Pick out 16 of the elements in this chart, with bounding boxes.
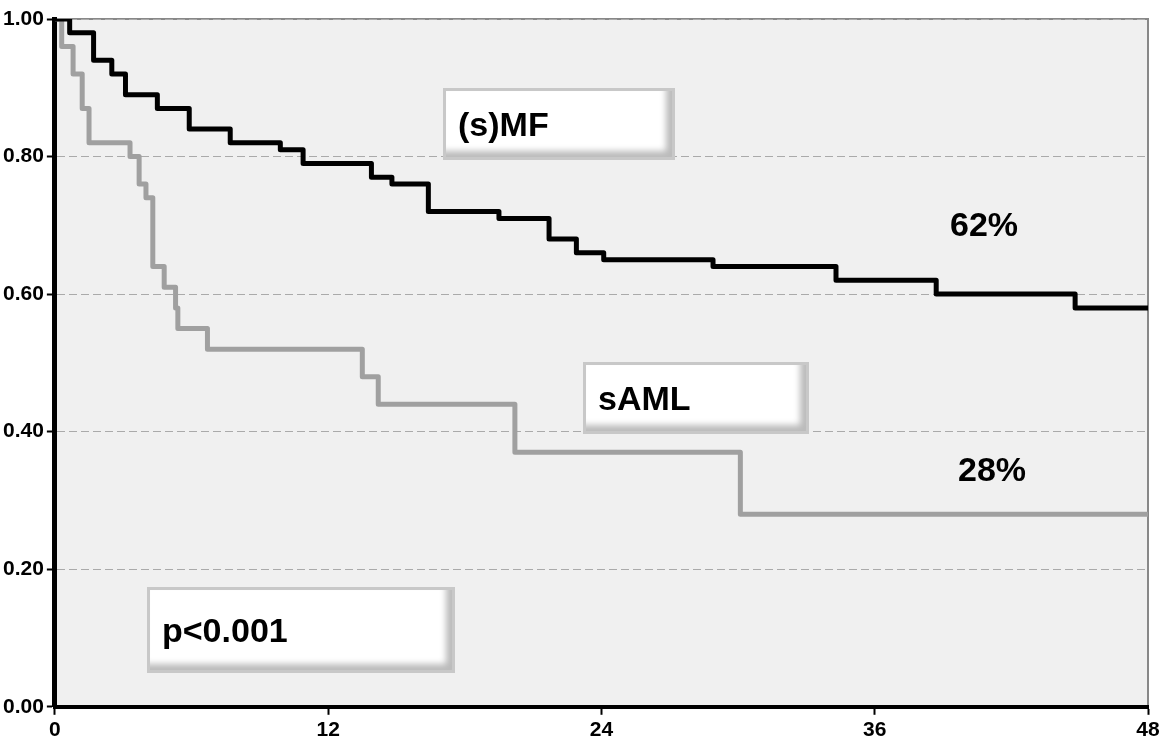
annotation: 28%: [958, 450, 1027, 489]
y-tick-label: 1.00: [3, 5, 44, 29]
x-tick-label: 0: [49, 717, 61, 741]
y-tick-label: 0.40: [3, 418, 44, 442]
x-tick-label: 48: [1136, 717, 1160, 741]
annotation: 62%: [950, 205, 1019, 244]
label-box: (s)MF: [443, 88, 675, 160]
y-tick-label: 0.80: [3, 143, 44, 167]
x-tick-label: 12: [316, 717, 340, 741]
y-tick-label: 0.00: [3, 693, 44, 717]
x-tick-label: 36: [863, 717, 887, 741]
label-box: p<0.001: [147, 587, 455, 673]
y-tick-label: 0.60: [3, 280, 44, 304]
y-tick-label: 0.20: [3, 556, 44, 580]
label-box: sAML: [583, 362, 809, 434]
x-tick-label: 24: [589, 717, 614, 741]
